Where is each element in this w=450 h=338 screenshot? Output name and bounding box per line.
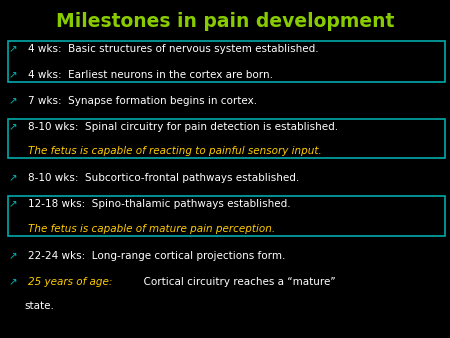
Text: ↗: ↗: [8, 277, 17, 287]
Text: 4 wks:  Earliest neurons in the cortex are born.: 4 wks: Earliest neurons in the cortex ar…: [28, 70, 273, 80]
Text: ↗: ↗: [8, 199, 17, 210]
Text: ↗: ↗: [8, 251, 17, 261]
Text: 4 wks:  Basic structures of nervous system established.: 4 wks: Basic structures of nervous syste…: [28, 44, 319, 54]
Text: 12-18 wks:  Spino-thalamic pathways established.: 12-18 wks: Spino-thalamic pathways estab…: [28, 199, 291, 210]
Text: 7 wks:  Synapse formation begins in cortex.: 7 wks: Synapse formation begins in corte…: [28, 96, 257, 106]
Text: 22-24 wks:  Long-range cortical projections form.: 22-24 wks: Long-range cortical projectio…: [28, 251, 285, 261]
Text: 25 years of age:: 25 years of age:: [28, 277, 112, 287]
Text: The fetus is capable of mature pain perception.: The fetus is capable of mature pain perc…: [28, 224, 275, 234]
Text: 8-10 wks:  Subcortico-frontal pathways established.: 8-10 wks: Subcortico-frontal pathways es…: [28, 173, 299, 184]
Text: Milestones in pain development: Milestones in pain development: [56, 12, 394, 31]
Text: ↗: ↗: [8, 44, 17, 54]
Text: 8-10 wks:  Spinal circuitry for pain detection is established.: 8-10 wks: Spinal circuitry for pain dete…: [28, 122, 338, 132]
Text: Cortical circuitry reaches a “mature”: Cortical circuitry reaches a “mature”: [137, 277, 335, 287]
Text: ↗: ↗: [8, 173, 17, 184]
Text: ↗: ↗: [8, 70, 17, 80]
Text: ↗: ↗: [8, 96, 17, 106]
Text: ↗: ↗: [8, 122, 17, 132]
Text: The fetus is capable of reacting to painful sensory input.: The fetus is capable of reacting to pain…: [28, 146, 322, 156]
Text: state.: state.: [25, 301, 54, 311]
